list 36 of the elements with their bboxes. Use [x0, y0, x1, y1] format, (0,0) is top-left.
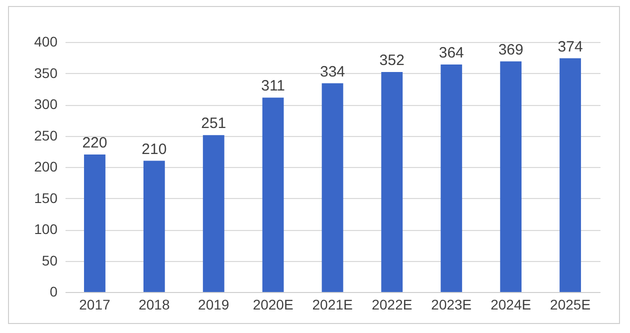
x-tick-label: 2022E [372, 296, 412, 312]
bar [262, 98, 284, 292]
bar [322, 83, 344, 292]
data-label: 311 [261, 78, 286, 95]
bar [560, 58, 581, 292]
bar [143, 160, 165, 292]
bar [202, 135, 224, 292]
bar [440, 64, 462, 292]
x-tick-label: 2019 [198, 296, 230, 312]
x-tick-label: 2021E [312, 296, 353, 312]
data-label: 374 [558, 38, 583, 56]
y-tick-label: 300 [34, 96, 58, 112]
data-label: 251 [201, 115, 226, 132]
bar [381, 72, 403, 292]
x-tick-label: 2017 [79, 296, 110, 312]
y-tick-label: 150 [34, 190, 58, 206]
x-tick-label: 2025E [550, 296, 591, 312]
y-tick-label: 0 [50, 284, 58, 300]
x-tick-label: 2018 [138, 296, 170, 312]
y-tick-label: 100 [34, 221, 58, 237]
data-label: 334 [320, 63, 346, 80]
data-label: 352 [379, 52, 404, 69]
data-label: 210 [142, 140, 167, 158]
bar [84, 154, 106, 292]
data-label: 369 [498, 41, 524, 58]
y-tick-label: 50 [42, 252, 58, 268]
x-tick-label: 2024E [490, 296, 532, 312]
data-label: 220 [82, 134, 108, 152]
y-tick-label: 250 [34, 127, 58, 144]
data-label: 364 [438, 44, 464, 62]
y-tick-label: 400 [34, 34, 58, 50]
x-tick-label: 2023E [431, 296, 472, 312]
bar [500, 61, 522, 292]
y-tick-label: 350 [34, 64, 58, 81]
x-tick-label: 2020E [252, 296, 294, 312]
y-tick-label: 200 [34, 158, 58, 174]
